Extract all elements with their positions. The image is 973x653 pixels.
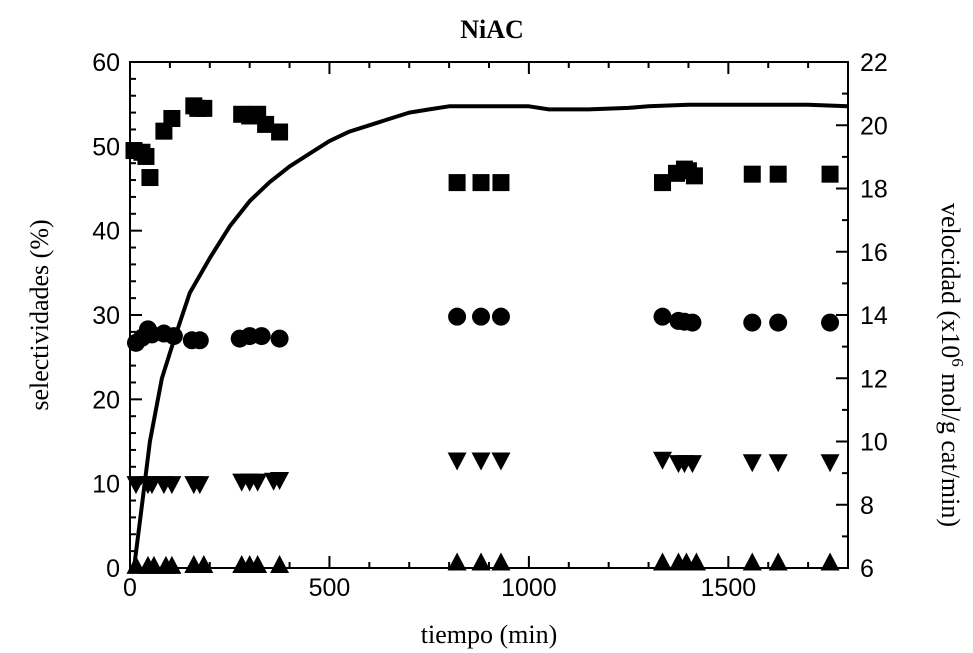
x-axis: 0 500 1000 1500	[123, 62, 849, 602]
point-square	[448, 174, 466, 192]
point-square	[271, 123, 289, 141]
point-circle	[270, 329, 289, 348]
point-triangle-down	[653, 451, 673, 470]
point-triangle-down	[162, 476, 182, 495]
y-axis-label-right-prefix: velocidad (x10	[936, 203, 965, 358]
y-right-tick-label: 10	[860, 429, 888, 457]
y-tick-label: 20	[92, 386, 120, 414]
y-right-tick-label: 12	[860, 365, 888, 393]
point-square	[821, 165, 839, 183]
y-right-tick-label: 18	[860, 176, 888, 204]
y-tick-label: 50	[92, 133, 120, 161]
x-tick-label: 1000	[501, 574, 557, 602]
point-circle	[472, 307, 491, 326]
y-axis-left: 0 10 20 30 40 50 60	[92, 49, 142, 583]
point-triangle-up	[194, 554, 214, 573]
point-triangle-up	[491, 552, 511, 571]
x-tick-label: 0	[123, 574, 137, 602]
point-square	[257, 115, 275, 133]
point-square	[743, 165, 761, 183]
point-triangle-down	[248, 473, 268, 492]
point-triangle-up	[768, 552, 788, 571]
point-triangle-down	[190, 476, 210, 495]
y-right-tick-label: 14	[860, 302, 888, 330]
y-tick-label: 30	[92, 302, 120, 330]
point-square	[163, 110, 181, 128]
point-square	[769, 165, 787, 183]
y-axis-label-right-exponent: 6	[948, 358, 967, 367]
point-triangle-down	[126, 476, 146, 495]
point-square	[195, 99, 213, 117]
x-tick-label: 1500	[701, 574, 757, 602]
point-triangle-up	[248, 554, 268, 573]
point-circle	[821, 313, 840, 332]
point-triangle-down	[270, 471, 290, 490]
point-square	[654, 174, 672, 192]
point-circle	[491, 307, 510, 326]
point-triangle-up	[270, 554, 290, 573]
point-triangle-up	[162, 555, 182, 574]
x-tick-label: 500	[309, 574, 351, 602]
point-triangle-up	[447, 552, 467, 571]
point-triangle-up	[471, 552, 491, 571]
point-square	[492, 174, 510, 192]
y-axis-label-left: selectividades (%)	[25, 219, 54, 410]
x-axis-label: tiempo (min)	[421, 620, 557, 649]
y-tick-label: 0	[106, 555, 120, 583]
point-triangle-down	[742, 454, 762, 473]
point-circle	[683, 313, 702, 332]
point-square	[137, 147, 155, 165]
point-circle	[448, 307, 467, 326]
point-square	[685, 167, 703, 185]
point-triangle-down	[768, 454, 788, 473]
series-line-velocidad	[132, 102, 849, 569]
y-axis-label-right-suffix: mol/g cat/min)	[936, 367, 965, 527]
y-axis-label-right: velocidad (x106 mol/g cat/min)	[936, 203, 967, 527]
y-tick-label: 10	[92, 471, 120, 499]
point-triangle-down	[471, 452, 491, 471]
y-right-tick-label: 20	[860, 112, 888, 140]
point-triangle-down	[447, 452, 467, 471]
y-right-tick-label: 22	[860, 49, 888, 77]
point-triangle-up	[742, 552, 762, 571]
y-right-tick-label: 8	[860, 492, 874, 520]
point-circle	[743, 313, 762, 332]
point-triangle-up	[686, 552, 706, 571]
point-circle	[653, 307, 672, 326]
point-square	[141, 169, 159, 187]
y-right-tick-label: 16	[860, 239, 888, 267]
point-triangle-up	[820, 552, 840, 571]
y-tick-label: 60	[92, 49, 120, 77]
y-tick-label: 40	[92, 218, 120, 246]
point-triangle-up	[144, 555, 164, 574]
y-right-tick-label: 6	[860, 555, 874, 583]
point-square	[472, 174, 490, 192]
point-circle	[252, 327, 271, 346]
point-triangle-down	[142, 476, 162, 495]
point-triangle-down	[491, 452, 511, 471]
chart-title: NiAC	[460, 15, 524, 44]
point-triangle-down	[820, 454, 840, 473]
plot-area	[125, 97, 849, 574]
point-triangle-up	[653, 552, 673, 571]
point-circle	[190, 331, 209, 350]
point-triangle-down	[682, 455, 702, 474]
y-axis-right: 6 8 10 12 14 16 18 20 22	[836, 49, 888, 583]
point-circle	[769, 313, 788, 332]
